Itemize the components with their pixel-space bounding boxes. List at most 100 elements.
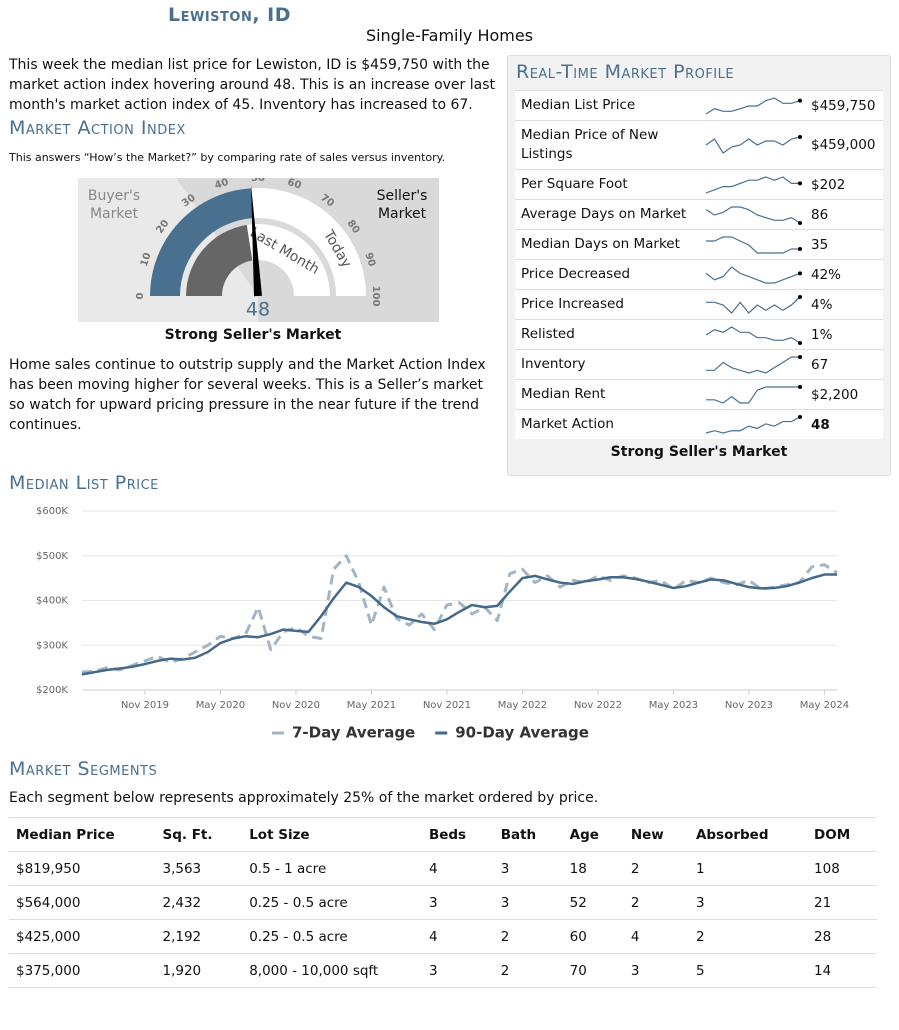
profile-value: $459,750 [811,97,876,114]
profile-label: Median List Price [521,97,636,113]
table-cell: 1 [688,851,808,886]
profile-value: 67 [811,356,829,373]
sparkline-dot [798,98,802,103]
segments-description: Each segment below represents approximat… [9,790,599,806]
x-tick-label: Nov 2020 [272,700,320,711]
sparkline-line [705,175,800,194]
table-cell: 28 [807,919,877,954]
profile-row: Median Rent $2,200 [515,379,883,409]
table-cell: 21 [807,885,877,920]
table-cell: 108 [807,851,877,886]
section-title: Market Action Index [9,117,186,139]
profile-value: 42% [811,266,842,283]
description: This answers “How’s the Market?” by comp… [9,151,446,164]
profile-label: Median Days on Market [521,236,680,252]
sparkline-dot [798,270,802,275]
sparkline-line [706,296,801,314]
table-cell: 2 [623,885,689,920]
sparkline [706,294,802,314]
sparkline [705,135,802,154]
profile-label: Relisted [521,326,575,342]
column-header: Sq. Ft. [155,817,243,852]
column-header: Age [562,817,624,852]
table-row: $425,000 2,192 0.25 - 0.5 acre 4 2 60 4 2 28 [9,919,877,954]
y-tick-label: $300K [36,640,68,651]
profile-table: Median List Price $459,750 Median Price of… [515,90,883,439]
table-cell: 3 [688,885,808,920]
profile-value: $459,000 [811,137,876,153]
x-tick-label: May 2020 [196,700,245,711]
gauge-tick-label: 60 [286,178,303,192]
x-tick-label: Nov 2023 [725,700,773,711]
table-cell: 52 [562,885,624,920]
y-tick-label: $200K [36,685,68,696]
sparkline-dot [798,135,802,139]
profile-label: Per Square Foot [521,176,628,192]
column-header: Absorbed [688,817,808,852]
table-row: $375,000 1,920 8,000 - 10,000 sqft 3 2 70 3 5 14 [9,953,877,988]
gauge-tick-label: 50 [251,178,265,184]
sparkline [706,354,802,374]
table-cell: 3 [421,885,494,920]
profile-row: Per Square Foot $202 [515,169,883,199]
sparkline-line [706,355,800,374]
series-line [81,573,837,676]
table-cell: 4 [421,851,494,886]
table-cell: 4 [421,919,494,954]
sparkline-line [705,96,801,115]
sparkline-line [706,235,800,254]
status: Strong Seller's Market [164,327,342,343]
sparkline-line [705,265,801,284]
profile-row: Median List Price $459,750 [515,90,883,120]
sparkline [705,414,802,434]
gauge-tick-label: 0 [135,292,146,299]
sparkline-line [705,136,801,154]
table-cell: 3 [493,851,563,886]
profile-value: 1% [811,326,833,343]
table-cell: 2,432 [155,885,243,920]
table-cell: 2,192 [155,919,243,954]
legend-label: 90-Day Average [455,724,589,742]
gauge-tick-label: 90 [362,251,377,268]
profile-value: 4% [811,296,833,313]
gauge-last-month-arc [186,224,253,296]
sparkline-dot [798,340,802,345]
table-cell: 3 [623,953,689,988]
gauge-value-arc [150,188,254,296]
header-row: Median Price Sq. Ft. Lot Size Beds Bath Age Ne… [9,817,877,852]
profile-row: Market Action 48 [515,409,883,439]
table-cell: $819,950 [9,851,156,886]
sparkline-dot [798,414,802,419]
table-cell: $375,000 [9,953,156,988]
table-cell: 2 [493,919,563,954]
profile-row: Average Days on Market 86 [515,199,883,229]
sparkline [705,96,802,115]
table-cell: 60 [562,919,624,954]
table-row: $819,950 3,563 0.5 - 1 acre 4 3 18 2 1 108 [9,851,877,886]
column-header: Lot Size [242,817,422,852]
sparkline [705,265,802,284]
series-line [81,554,838,674]
legend-label: 7-Day Average [292,724,415,742]
buyers-label: Buyer's Market [88,188,140,222]
table-cell: 2 [623,851,689,886]
profile-row: Price Decreased 42% [515,259,883,289]
column-header: DOM [807,817,877,852]
profile-label: Median Rent [521,386,606,402]
table-cell: 0.25 - 0.5 acre [242,885,422,920]
segments-table: Median Price Sq. Ft. Lot Size Beds Bath Age Ne… [9,817,877,988]
x-tick-label: Nov 2021 [423,700,471,711]
table-cell: 70 [562,953,624,988]
subtitle: Single-Family Homes [365,26,534,45]
table-cell: 4 [623,919,689,954]
sparkline-dot [798,294,802,299]
profile-row: Median Price of New Listings $459,000 [515,120,883,169]
profile-value: $202 [811,176,846,193]
x-tick-label: Nov 2022 [574,700,622,711]
profile-label: Price Increased [521,296,624,312]
table-cell: 18 [562,851,624,886]
profile-row: Relisted 1% [515,319,883,349]
segments-title: Market Segments [9,758,158,780]
